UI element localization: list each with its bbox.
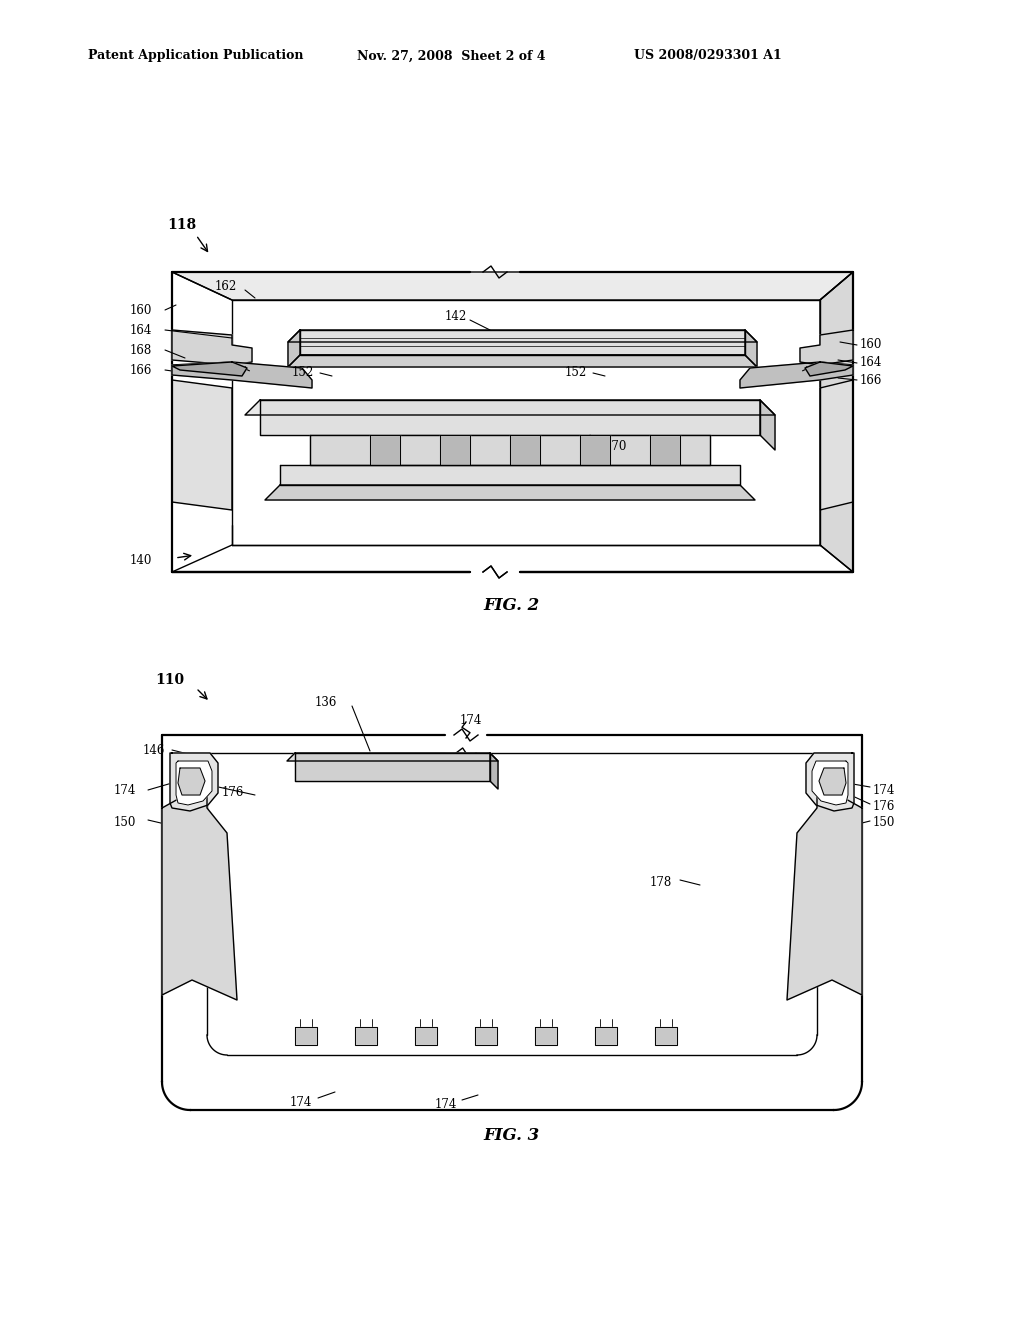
Polygon shape (172, 380, 232, 510)
Polygon shape (288, 355, 757, 367)
Polygon shape (295, 1027, 317, 1045)
Polygon shape (740, 362, 853, 388)
Polygon shape (260, 400, 760, 436)
Text: 166: 166 (860, 374, 883, 387)
Polygon shape (370, 436, 400, 465)
Polygon shape (162, 783, 237, 1001)
Polygon shape (310, 436, 710, 465)
Polygon shape (440, 436, 470, 465)
Polygon shape (475, 1027, 497, 1045)
Text: 142: 142 (445, 310, 467, 323)
Text: 174: 174 (460, 714, 482, 726)
Polygon shape (287, 752, 498, 762)
Polygon shape (280, 465, 740, 484)
Text: Nov. 27, 2008  Sheet 2 of 4: Nov. 27, 2008 Sheet 2 of 4 (357, 49, 546, 62)
Polygon shape (172, 362, 312, 388)
Text: FIG. 3: FIG. 3 (484, 1126, 540, 1143)
Text: 136: 136 (315, 696, 337, 709)
Polygon shape (806, 752, 854, 810)
Polygon shape (415, 1027, 437, 1045)
Polygon shape (172, 330, 252, 366)
Text: 140: 140 (130, 553, 153, 566)
Text: 166: 166 (130, 363, 153, 376)
Text: 146: 146 (143, 743, 165, 756)
Polygon shape (655, 1027, 677, 1045)
Text: 118: 118 (167, 218, 197, 232)
Text: 170: 170 (605, 441, 628, 454)
Text: 174: 174 (435, 1097, 458, 1110)
Polygon shape (760, 400, 775, 450)
Text: 150: 150 (114, 816, 136, 829)
Text: 152: 152 (292, 367, 314, 380)
Text: 178: 178 (650, 875, 672, 888)
Polygon shape (650, 436, 680, 465)
Polygon shape (745, 330, 757, 367)
Polygon shape (819, 768, 846, 795)
Text: US 2008/0293301 A1: US 2008/0293301 A1 (634, 49, 781, 62)
Polygon shape (820, 272, 853, 572)
Polygon shape (245, 400, 775, 414)
Text: 174: 174 (114, 784, 136, 796)
Polygon shape (178, 768, 205, 795)
Polygon shape (300, 330, 745, 355)
Text: 164: 164 (130, 323, 153, 337)
Text: 160: 160 (860, 338, 883, 351)
Text: 162: 162 (215, 281, 238, 293)
Text: 174: 174 (873, 784, 895, 796)
Polygon shape (580, 436, 610, 465)
Text: 176: 176 (222, 785, 245, 799)
Text: 176: 176 (873, 800, 895, 813)
Text: 110: 110 (155, 673, 184, 686)
Polygon shape (288, 330, 300, 367)
Text: 160: 160 (130, 304, 153, 317)
Polygon shape (787, 783, 862, 1001)
Polygon shape (595, 1027, 617, 1045)
Text: FIG. 2: FIG. 2 (484, 597, 540, 614)
Polygon shape (176, 762, 212, 805)
Polygon shape (800, 330, 853, 366)
Polygon shape (805, 362, 853, 376)
Text: 168: 168 (130, 343, 153, 356)
Polygon shape (490, 752, 498, 789)
Text: 152: 152 (565, 367, 587, 380)
Polygon shape (820, 380, 853, 510)
Polygon shape (535, 1027, 557, 1045)
Text: 164: 164 (860, 356, 883, 370)
Polygon shape (288, 330, 757, 342)
Polygon shape (172, 272, 853, 300)
Polygon shape (812, 762, 848, 805)
Polygon shape (265, 484, 755, 500)
Text: 150: 150 (873, 817, 895, 829)
Polygon shape (295, 752, 490, 781)
Text: Patent Application Publication: Patent Application Publication (88, 49, 303, 62)
Polygon shape (170, 752, 218, 810)
Text: 174: 174 (290, 1096, 312, 1109)
Polygon shape (510, 436, 540, 465)
Polygon shape (355, 1027, 377, 1045)
Polygon shape (172, 362, 247, 376)
